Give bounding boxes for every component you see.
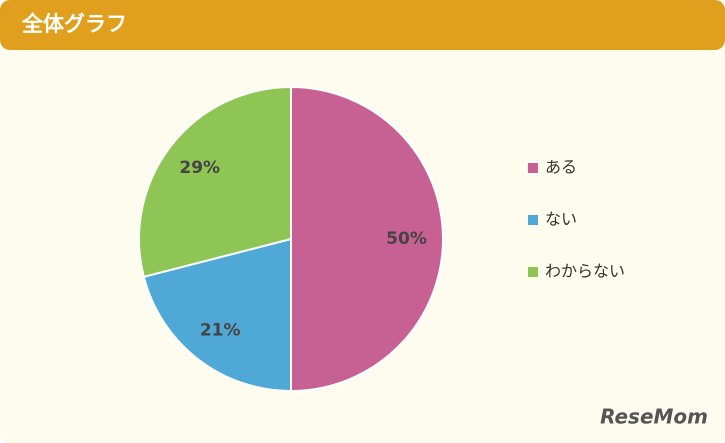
legend-swatch bbox=[528, 267, 538, 277]
legend-label: わからない bbox=[545, 262, 625, 281]
legend-swatch bbox=[528, 163, 538, 173]
pie-slice bbox=[138, 85, 292, 279]
slice-label: 21% bbox=[200, 320, 241, 340]
watermark: ReseMom bbox=[600, 405, 708, 429]
pie-slice bbox=[290, 85, 444, 393]
header-bar bbox=[0, 0, 725, 50]
slice-label: 29% bbox=[179, 158, 220, 178]
pie-slice bbox=[142, 237, 292, 393]
chart-title: 全体グラフ bbox=[21, 12, 127, 36]
slice-label: 50% bbox=[386, 229, 427, 249]
legend-swatch bbox=[528, 215, 538, 225]
legend-label: ある bbox=[545, 158, 577, 177]
legend-label: ない bbox=[545, 210, 577, 229]
